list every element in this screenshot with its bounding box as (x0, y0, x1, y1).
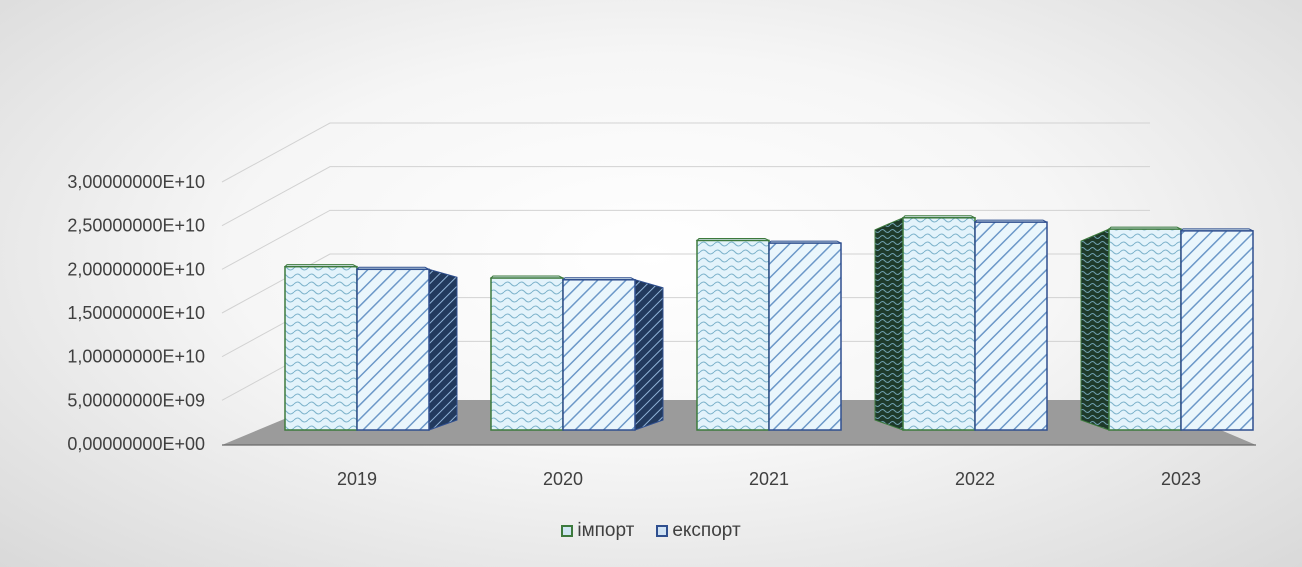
bar-export-2023 (1180, 230, 1254, 431)
legend-label-import: імпорт (577, 520, 635, 541)
x-tick-label: 2019 (337, 469, 377, 489)
gridline (221, 122, 1150, 183)
y-tick-label: 2,00000000E+10 (67, 259, 205, 279)
legend: імпорт експорт (0, 520, 1302, 542)
legend-label-export: експорт (672, 520, 741, 541)
y-tick-label: 1,00000000E+10 (67, 347, 205, 367)
x-tick-label: 2022 (955, 469, 995, 489)
y-tick-label: 1,50000000E+10 (67, 303, 205, 323)
legend-item-export: експорт (656, 520, 741, 542)
bar-export-2020 (562, 279, 636, 431)
legend-item-import: імпорт (561, 520, 634, 542)
bar-import-2019 (284, 265, 358, 431)
bar-import-2021 (696, 239, 770, 431)
bar-export-2021 (768, 242, 842, 431)
x-tick-label: 2023 (1161, 469, 1201, 489)
y-tick-label: 5,00000000E+09 (67, 390, 205, 410)
bar-side-import-2022 (874, 217, 904, 431)
bar-import-2020 (490, 277, 564, 431)
bar-import-2022 (902, 217, 976, 431)
bar-side-export-2019 (428, 268, 458, 431)
x-tick-label: 2021 (749, 469, 789, 489)
legend-swatch-import (561, 525, 574, 537)
legend-swatch-export (656, 525, 669, 537)
y-tick-label: 2,50000000E+10 (67, 216, 205, 236)
bar-side-export-2020 (634, 279, 664, 431)
bar-side-import-2023 (1080, 228, 1110, 431)
bar-import-2023 (1108, 228, 1182, 431)
gridline (221, 166, 1150, 227)
gridline (221, 209, 1150, 270)
x-tick-label: 2020 (543, 469, 583, 489)
y-tick-label: 0,00000000E+00 (67, 434, 205, 454)
bar-export-2022 (974, 221, 1048, 431)
y-tick-label: 3,00000000E+10 (67, 172, 205, 192)
bar-export-2019 (356, 268, 430, 431)
